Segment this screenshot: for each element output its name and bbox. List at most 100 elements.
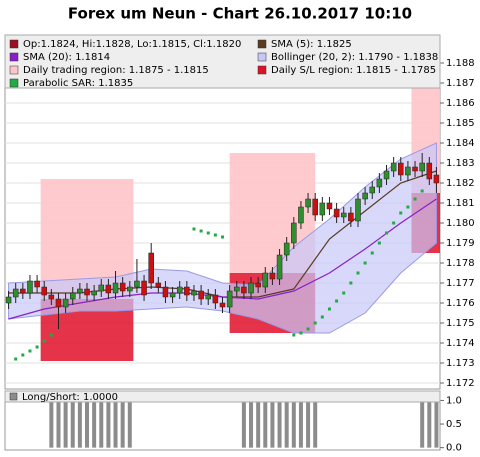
y-tick-label: 1.174 bbox=[446, 338, 475, 349]
bar bbox=[427, 400, 432, 448]
sar-dot bbox=[21, 353, 25, 357]
bar bbox=[313, 400, 318, 448]
candle-body bbox=[383, 170, 390, 180]
bar bbox=[49, 400, 54, 448]
y-tick-label: 1.187 bbox=[446, 78, 475, 89]
candle-body bbox=[191, 290, 197, 296]
candle-body bbox=[55, 298, 62, 308]
legend-label: SMA (20): 1.1814 bbox=[23, 52, 110, 63]
y-tick-label: 1.181 bbox=[446, 198, 475, 209]
candle-body bbox=[91, 290, 97, 296]
legend-swatch bbox=[257, 65, 267, 75]
sar-dot bbox=[213, 233, 217, 237]
legend-swatch bbox=[9, 78, 19, 88]
candle-body bbox=[269, 272, 276, 280]
candle-body bbox=[48, 294, 55, 300]
sar-dot bbox=[49, 333, 53, 337]
y-tick-label: 1.177 bbox=[446, 278, 475, 289]
legend-swatch bbox=[9, 39, 19, 49]
legend-swatch bbox=[257, 52, 267, 62]
legend-label: Op:1.1824, Hi:1.1828, Lo:1.1815, Cl:1.18… bbox=[23, 39, 241, 50]
bar bbox=[113, 400, 118, 448]
chart-title: Forex um Neun - Chart 26.10.2017 10:10 bbox=[68, 5, 412, 23]
candle-body bbox=[134, 280, 140, 288]
sar-dot bbox=[327, 307, 331, 311]
sar-dot bbox=[370, 251, 374, 255]
y-tick-label: 1.182 bbox=[446, 178, 475, 189]
bar bbox=[99, 400, 104, 448]
candle-body bbox=[5, 296, 12, 304]
bar bbox=[92, 400, 97, 448]
y-tick-label: 1.183 bbox=[446, 158, 475, 169]
sar-dot bbox=[320, 315, 324, 319]
candle-body bbox=[226, 290, 233, 308]
bar bbox=[420, 400, 425, 448]
candle-body bbox=[433, 174, 440, 184]
candle-body bbox=[405, 166, 411, 176]
candle-body bbox=[141, 280, 147, 296]
candle-body bbox=[205, 294, 211, 300]
legend-swatch bbox=[9, 392, 18, 401]
legend-label: Daily S/L region: 1.1815 - 1.1785 bbox=[271, 65, 436, 76]
candle-body bbox=[376, 178, 383, 188]
candle-body bbox=[155, 282, 162, 288]
sar-dot bbox=[420, 189, 424, 193]
legend bbox=[4, 34, 441, 89]
sar-dot bbox=[192, 227, 196, 231]
bar bbox=[434, 400, 439, 448]
legend-label: Long/Short: 1.0000 bbox=[22, 392, 118, 403]
sar-dot bbox=[356, 271, 360, 275]
candle-body bbox=[20, 288, 26, 294]
candle-body bbox=[355, 198, 361, 222]
y-tick-label: 1.184 bbox=[446, 138, 475, 149]
sar-dot bbox=[28, 349, 32, 353]
y-tick-label: 0.5 bbox=[446, 419, 462, 430]
candle-body bbox=[262, 272, 269, 288]
candle-body bbox=[184, 286, 190, 296]
bar bbox=[306, 400, 311, 448]
y-tick-label: 1.186 bbox=[446, 98, 475, 109]
candle-body bbox=[390, 162, 397, 172]
bar bbox=[70, 400, 75, 448]
candle-body bbox=[84, 288, 90, 296]
bar bbox=[56, 400, 61, 448]
candle-body bbox=[148, 252, 154, 284]
candle-body bbox=[234, 286, 240, 292]
sar-dot bbox=[221, 235, 224, 239]
bar bbox=[277, 400, 282, 448]
sar-dot bbox=[306, 327, 310, 331]
candle-body bbox=[69, 292, 76, 300]
candle-body bbox=[12, 288, 19, 298]
legend-label: SMA (5): 1.1825 bbox=[271, 39, 352, 50]
y-tick-label: 1.179 bbox=[446, 238, 475, 249]
candle-body bbox=[283, 242, 290, 256]
candle-body bbox=[298, 206, 304, 224]
candle-body bbox=[176, 286, 183, 294]
candle-body bbox=[219, 302, 226, 308]
bar bbox=[241, 400, 246, 448]
legend-swatch bbox=[257, 39, 267, 49]
sar-dot bbox=[349, 281, 353, 285]
candle-body bbox=[162, 286, 169, 298]
sar-dot bbox=[299, 331, 303, 335]
candle-body bbox=[248, 282, 254, 294]
y-tick-label: 1.188 bbox=[446, 58, 475, 69]
candle-body bbox=[291, 222, 297, 244]
y-tick-label: 1.173 bbox=[446, 358, 475, 369]
bar bbox=[77, 400, 82, 448]
bar bbox=[291, 400, 296, 448]
candle-body bbox=[326, 202, 333, 210]
bar bbox=[249, 400, 254, 448]
candle-body bbox=[119, 282, 126, 292]
candle-body bbox=[412, 166, 418, 172]
sar-dot bbox=[42, 339, 46, 343]
bar bbox=[106, 400, 111, 448]
sar-dot bbox=[385, 231, 389, 235]
legend bbox=[4, 390, 441, 403]
y-tick-label: 1.0 bbox=[446, 395, 462, 406]
sar-dot bbox=[399, 211, 403, 215]
bar bbox=[284, 400, 289, 448]
candle-body bbox=[419, 162, 425, 172]
candle-body bbox=[348, 212, 354, 222]
